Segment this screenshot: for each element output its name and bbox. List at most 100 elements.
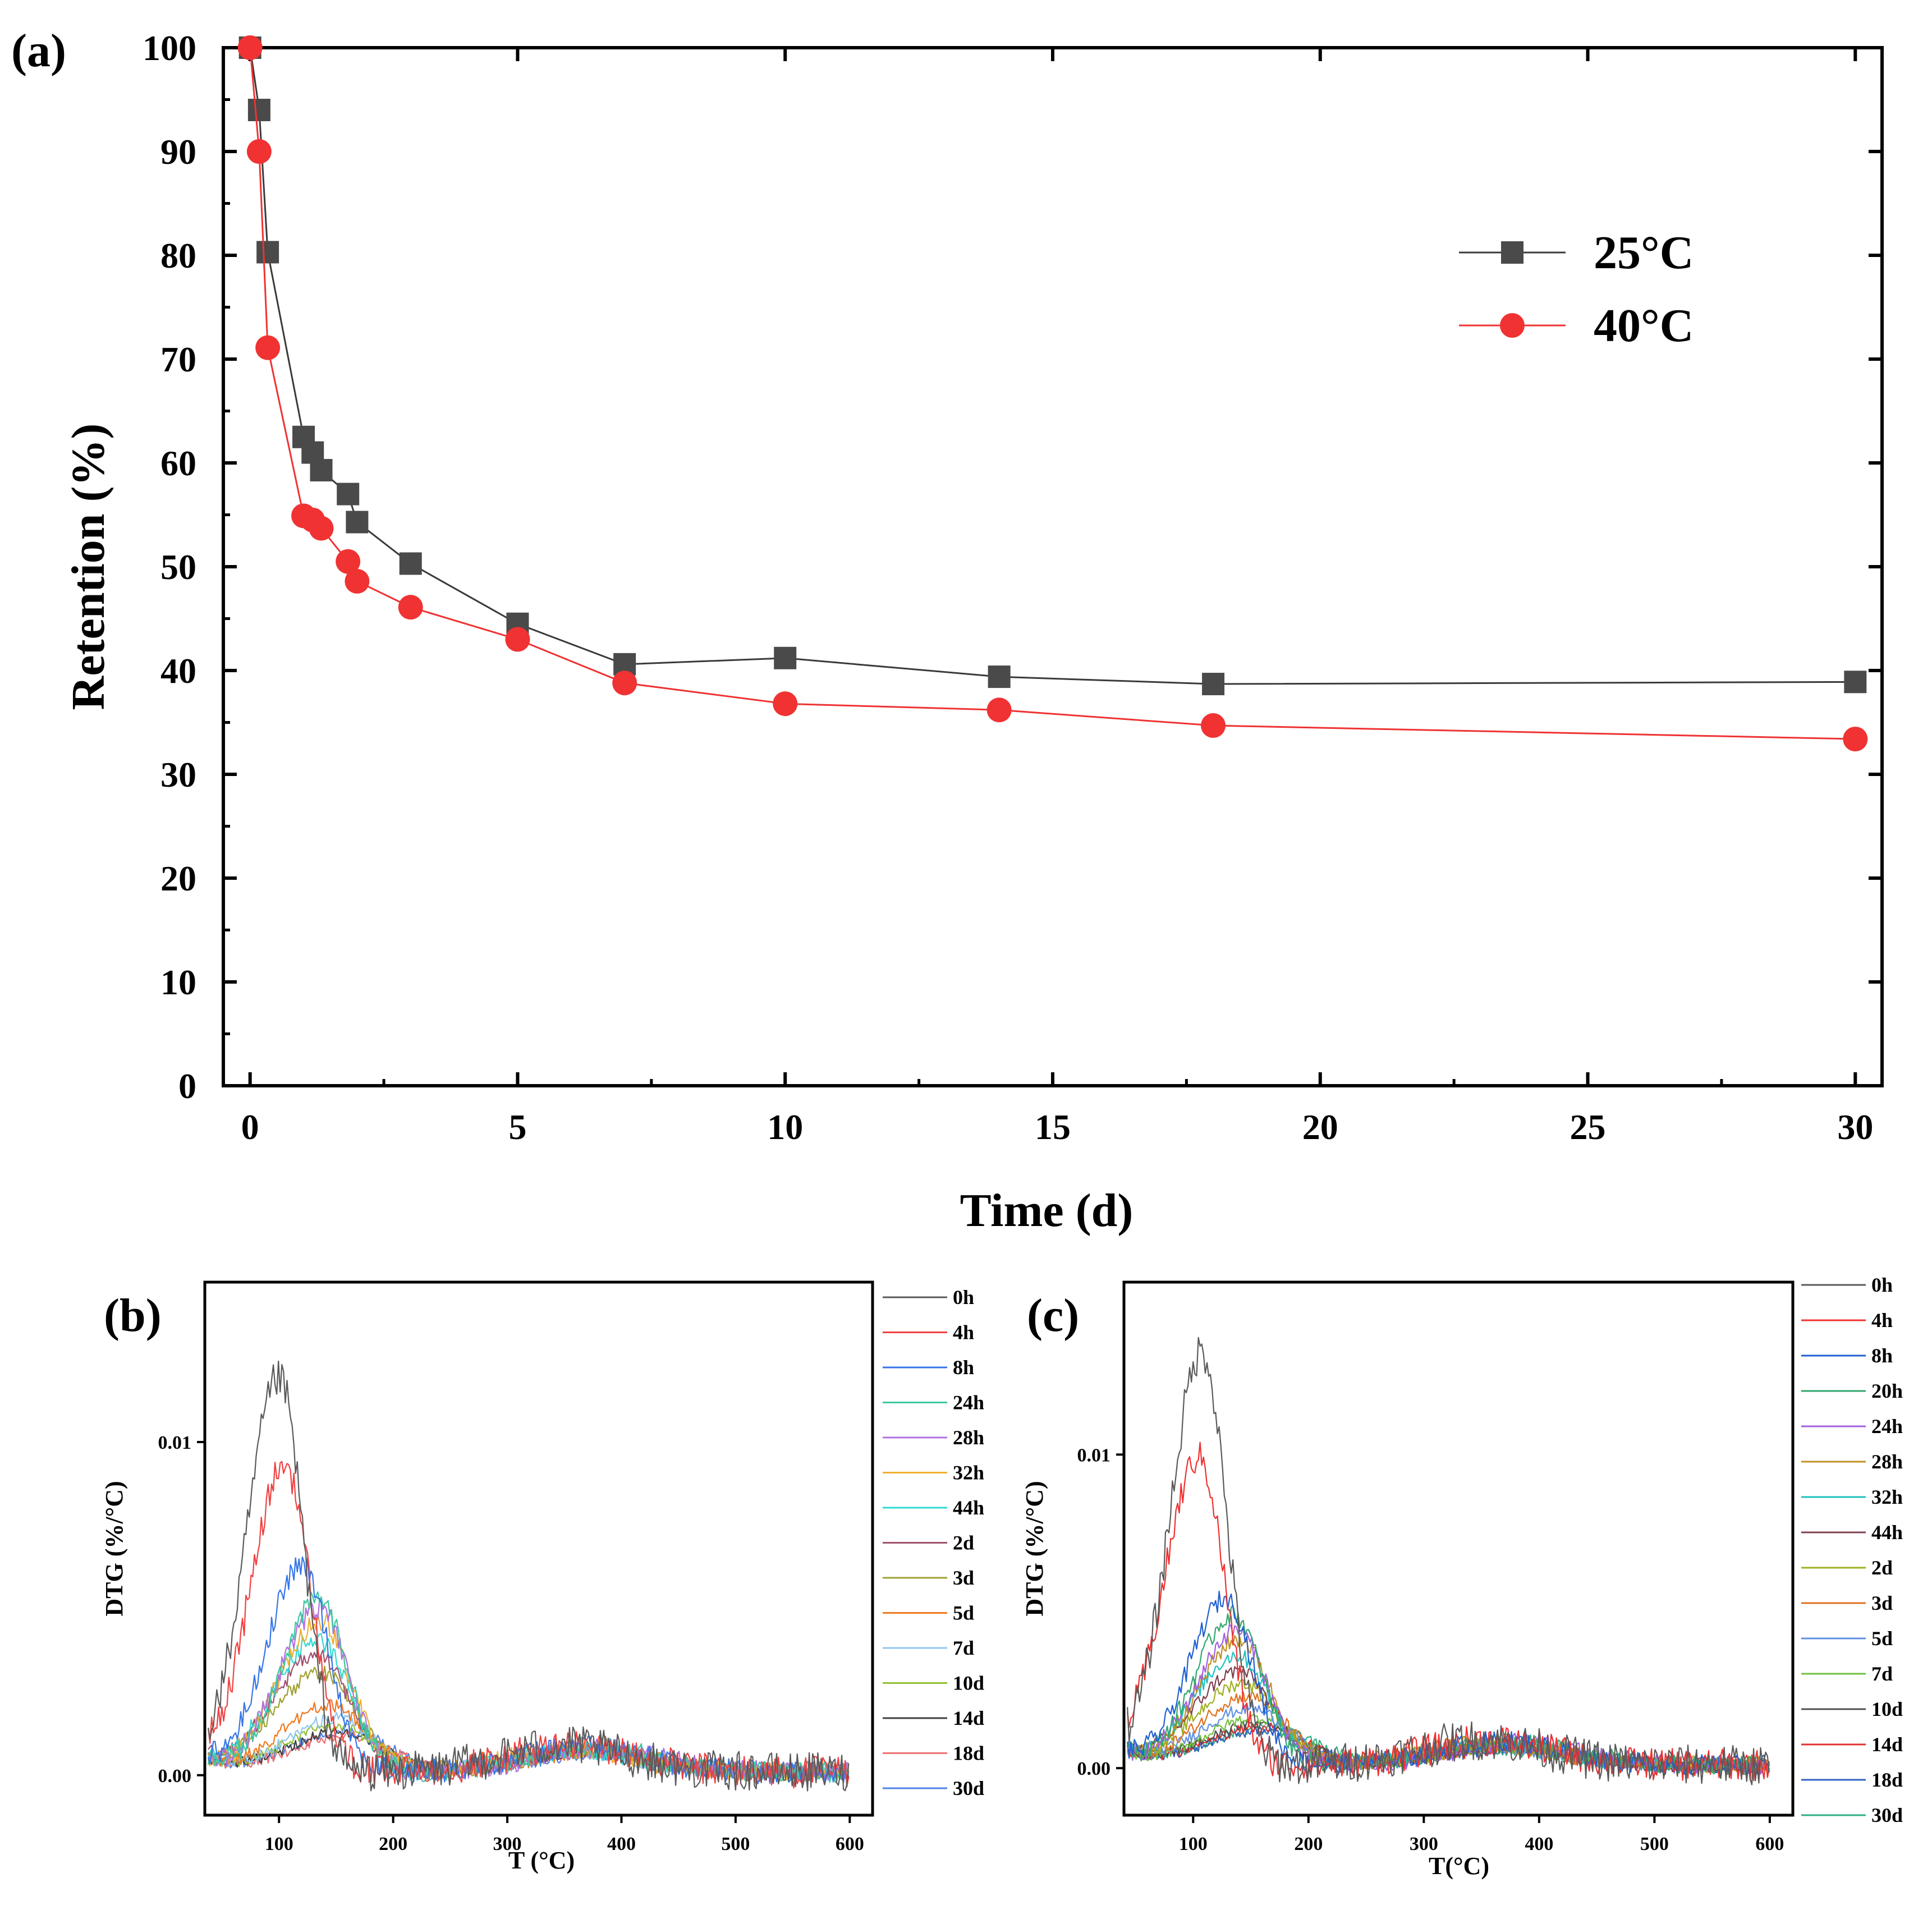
- data-point-40c: [345, 568, 370, 594]
- x-tick-label-c: 300: [1410, 1834, 1438, 1854]
- legend-label-c: 28h: [1871, 1450, 1903, 1473]
- legend-marker-square: [1501, 241, 1523, 264]
- dtg-curve-24h: [208, 1591, 850, 1783]
- dtg-curve-4h: [208, 1461, 850, 1789]
- legend-label-b: 10d: [953, 1672, 984, 1695]
- x-tick-label-a: 15: [1035, 1107, 1071, 1147]
- y-tick-label-a: 100: [143, 28, 196, 68]
- y-tick-label-a: 50: [160, 547, 196, 587]
- x-tick-label-a: 20: [1302, 1107, 1338, 1147]
- plot-frame-c: [1122, 1280, 1795, 1817]
- data-point-25c: [256, 241, 279, 264]
- legend-label-c: 3d: [1871, 1592, 1893, 1614]
- series-group-c: [1127, 1337, 1770, 1785]
- data-point-40c: [237, 35, 263, 60]
- data-point-40c: [398, 595, 423, 620]
- data-point-40c: [246, 139, 272, 164]
- legend-label-b: 8h: [953, 1356, 974, 1379]
- panel-label-c: (c): [1027, 1289, 1079, 1342]
- legend-label-b: 14d: [953, 1707, 984, 1729]
- y-tick-label-b: 0.00: [158, 1766, 192, 1787]
- x-tick-label-b: 200: [379, 1834, 407, 1854]
- y-tick-label-a: 20: [160, 858, 196, 898]
- legend-a: 25°C 40°C: [1459, 227, 1694, 352]
- y-tick-label-a: 40: [160, 651, 196, 691]
- legend-label-c: 20h: [1871, 1380, 1903, 1402]
- y-tick-label-a: 90: [160, 132, 196, 172]
- data-point-25c: [337, 483, 360, 506]
- legend-c: 0h 4h 8h 20h 24h 28h 32h 44h 2d 3d 5d 7d 10d 14d 18d 30…: [1801, 1274, 1903, 1826]
- legend-b: 0h 4h 8h 24h 28h 32h 44h 2d 3d 5d 7d 10d 14d 18d 30d: [883, 1286, 984, 1799]
- legend-label: 25°C: [1594, 227, 1694, 279]
- legend-label-b: 4h: [953, 1321, 974, 1344]
- data-point-40c: [773, 691, 798, 717]
- data-point-40c: [505, 627, 530, 652]
- legend-label-c: 10d: [1871, 1698, 1903, 1720]
- x-axis-label-c: T(°C): [1429, 1852, 1489, 1880]
- x-tick-label-a: 0: [241, 1107, 259, 1147]
- legend-label-b: 2d: [953, 1532, 974, 1554]
- data-point-40c: [309, 516, 334, 541]
- x-axis-label-b: T (°C): [508, 1847, 575, 1874]
- data-point-25c: [1202, 673, 1225, 696]
- series-group-a: [237, 35, 1868, 752]
- x-tick-label-a: 10: [767, 1107, 803, 1147]
- legend-label-c: 18d: [1871, 1769, 1903, 1791]
- series-line-25c: [249, 47, 1856, 685]
- legend-label-c: 30d: [1871, 1804, 1903, 1826]
- axis-ticks-c: 100 200 300 400 500 600 0.00 0.01: [1077, 1445, 1784, 1854]
- y-tick-label-a: 30: [160, 755, 196, 795]
- dtg-curve-0h: [1127, 1337, 1770, 1785]
- data-point-40c: [255, 335, 281, 360]
- y-tick-label-a: 70: [160, 339, 196, 379]
- data-point-25c: [247, 99, 270, 121]
- legend-label-b: 32h: [953, 1462, 984, 1484]
- data-point-40c: [1201, 713, 1226, 738]
- y-tick-label-b: 0.01: [158, 1432, 192, 1453]
- panel-label-a: (a): [11, 25, 66, 77]
- legend-label-c: 4h: [1871, 1309, 1893, 1332]
- legend-label-c: 32h: [1871, 1486, 1903, 1508]
- x-tick-label-c: 100: [1179, 1834, 1208, 1854]
- axis-ticks-b: 100 200 300 400 500 600 0.00 0.01: [158, 1432, 864, 1854]
- x-tick-label-b: 500: [721, 1834, 750, 1854]
- data-point-25c: [399, 552, 422, 575]
- axis-ticks-a: 0 5 10 15 20 25 30 0 10 20 30 40 50 60 70 80 90 100: [143, 28, 1882, 1147]
- x-tick-label-b: 100: [265, 1834, 293, 1854]
- x-tick-label-c: 600: [1755, 1834, 1784, 1854]
- data-point-40c: [1843, 727, 1868, 752]
- series-group-b: [208, 1360, 850, 1792]
- y-tick-label-c: 0.00: [1077, 1759, 1111, 1779]
- data-point-40c: [612, 671, 637, 696]
- x-tick-label-b: 300: [493, 1834, 522, 1854]
- legend-label-c: 7d: [1871, 1663, 1893, 1685]
- data-point-25c: [1844, 671, 1867, 694]
- legend-label-b: 18d: [953, 1742, 984, 1765]
- x-tick-label-a: 30: [1837, 1107, 1873, 1147]
- legend-label-b: 0h: [953, 1286, 974, 1308]
- data-point-25c: [774, 646, 797, 669]
- legend-label-b: 5d: [953, 1602, 974, 1624]
- x-tick-label-b: 400: [607, 1834, 636, 1854]
- x-tick-label-a: 25: [1570, 1107, 1606, 1147]
- legend-label-b: 3d: [953, 1567, 974, 1589]
- plot-frame-a: [222, 46, 1884, 1087]
- legend-label-c: 44h: [1871, 1521, 1903, 1544]
- panel-b: (b) 100 200 300 400 500 600 0.00 0.01 T (°C) DT…: [100, 1280, 984, 1874]
- data-point-25c: [346, 511, 369, 534]
- data-point-40c: [986, 697, 1012, 723]
- x-tick-label-b: 600: [836, 1834, 864, 1854]
- legend-label: 40°C: [1594, 300, 1694, 352]
- legend-label-c: 2d: [1871, 1557, 1893, 1579]
- y-tick-label-c: 0.01: [1077, 1445, 1111, 1466]
- legend-label-b: 7d: [953, 1637, 974, 1659]
- y-tick-label-a: 10: [160, 962, 196, 1002]
- legend-label-b: 28h: [953, 1426, 984, 1449]
- data-point-25c: [310, 458, 333, 481]
- panel-label-b: (b): [104, 1289, 162, 1342]
- y-tick-label-a: 80: [160, 236, 196, 276]
- legend-label-c: 5d: [1871, 1627, 1893, 1650]
- data-point-40c: [336, 549, 361, 574]
- legend-label-b: 24h: [953, 1392, 984, 1414]
